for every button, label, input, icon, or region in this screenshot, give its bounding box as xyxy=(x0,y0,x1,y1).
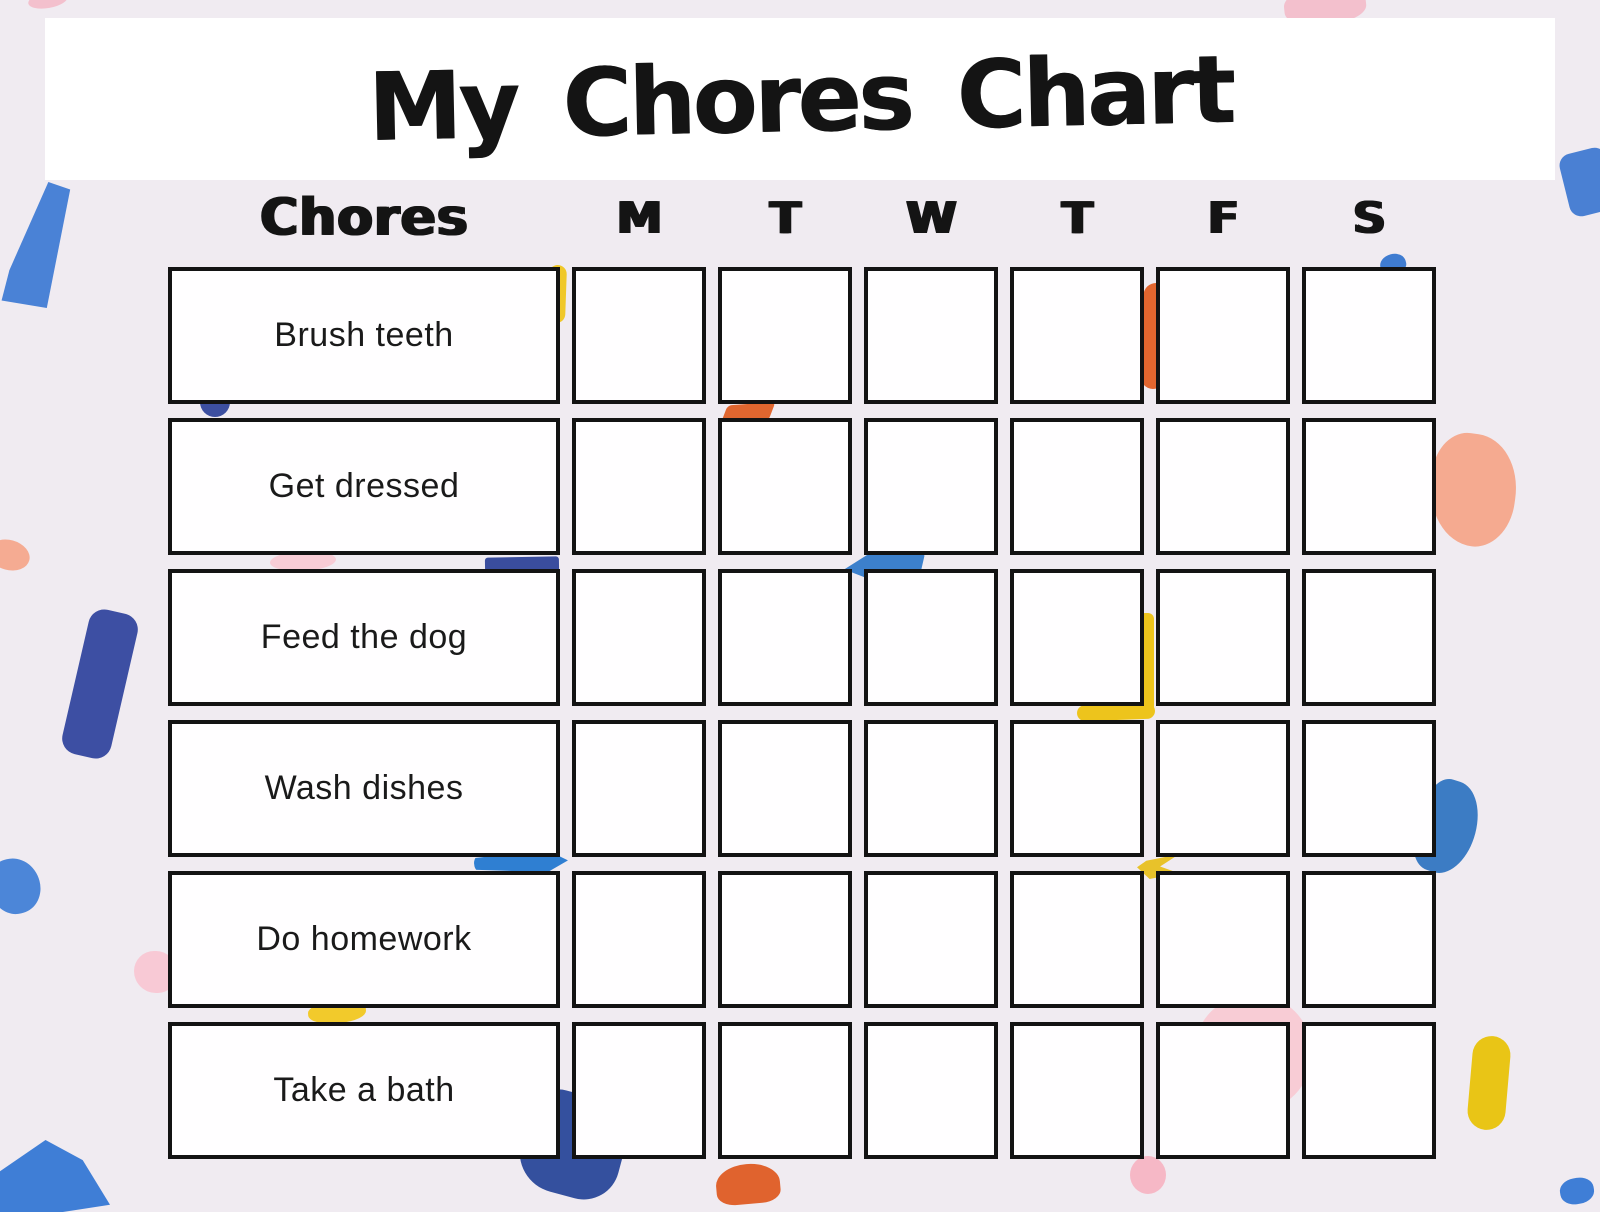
chore-day-checkbox-cell[interactable] xyxy=(718,871,852,1008)
peach-blob-right xyxy=(1422,428,1524,552)
chore-day-checkbox-cell[interactable] xyxy=(1156,569,1290,706)
chore-day-checkbox-cell[interactable] xyxy=(1156,720,1290,857)
chore-day-checkbox-cell[interactable] xyxy=(1010,720,1144,857)
chore-day-checkbox-cell[interactable] xyxy=(718,569,852,706)
blue-triangle-bottom-left xyxy=(0,1140,110,1212)
chore-label-cell: Do homework xyxy=(168,871,560,1008)
title-banner: My Chores Chart xyxy=(45,18,1555,180)
chore-day-checkbox-cell[interactable] xyxy=(1010,418,1144,555)
chore-day-checkbox-cell[interactable] xyxy=(864,267,998,404)
chores-column-header: Chores xyxy=(259,188,469,248)
chore-day-checkbox-cell[interactable] xyxy=(1156,871,1290,1008)
chore-day-checkbox-cell[interactable] xyxy=(1156,267,1290,404)
chore-day-checkbox-cell[interactable] xyxy=(864,418,998,555)
chore-day-checkbox-cell[interactable] xyxy=(1010,1022,1144,1159)
chore-day-checkbox-cell[interactable] xyxy=(1156,1022,1290,1159)
chore-day-checkbox-cell[interactable] xyxy=(1302,1022,1436,1159)
pink-dot-top-left xyxy=(26,0,70,12)
yellow-pill-bottom-right xyxy=(1465,1034,1513,1132)
blue-sliver-bottom-right xyxy=(1558,1175,1596,1207)
chore-day-checkbox-cell[interactable] xyxy=(572,1022,706,1159)
chore-day-checkbox-cell[interactable] xyxy=(1010,871,1144,1008)
peach-corner-left xyxy=(0,535,34,575)
navy-stick-left xyxy=(58,606,142,762)
pink-dot-bottom xyxy=(1130,1156,1166,1194)
chore-label-cell: Feed the dog xyxy=(168,569,560,706)
navy-dome-row1 xyxy=(200,402,230,417)
chore-day-checkbox-cell[interactable] xyxy=(864,1022,998,1159)
chore-day-checkbox-cell[interactable] xyxy=(572,569,706,706)
chore-day-checkbox-cell[interactable] xyxy=(572,720,706,857)
day-header-6: S xyxy=(1352,192,1386,244)
day-header-4: T xyxy=(1061,192,1093,244)
chore-day-checkbox-cell[interactable] xyxy=(1302,871,1436,1008)
chore-day-checkbox-cell[interactable] xyxy=(718,267,852,404)
page-title: My Chores Chart xyxy=(366,35,1234,163)
chore-day-checkbox-cell[interactable] xyxy=(718,418,852,555)
chore-day-checkbox-cell[interactable] xyxy=(718,720,852,857)
chore-label-cell: Wash dishes xyxy=(168,720,560,857)
chore-day-checkbox-cell[interactable] xyxy=(1302,267,1436,404)
chore-day-checkbox-cell[interactable] xyxy=(864,569,998,706)
chore-day-checkbox-cell[interactable] xyxy=(718,1022,852,1159)
chore-day-checkbox-cell[interactable] xyxy=(572,418,706,555)
chore-day-checkbox-cell[interactable] xyxy=(1010,569,1144,706)
table-header-row: Chores M T W T F S xyxy=(168,186,1436,250)
blue-blob-left-mid xyxy=(0,852,47,920)
chore-day-checkbox-cell[interactable] xyxy=(1302,720,1436,857)
day-header-1: M xyxy=(616,192,662,244)
chore-day-checkbox-cell[interactable] xyxy=(1156,418,1290,555)
day-header-5: F xyxy=(1207,192,1239,244)
chore-day-checkbox-cell[interactable] xyxy=(1302,418,1436,555)
chore-label-cell: Get dressed xyxy=(168,418,560,555)
chore-day-checkbox-cell[interactable] xyxy=(572,871,706,1008)
blue-square-right-top xyxy=(1556,145,1600,219)
chore-label-cell: Take a bath xyxy=(168,1022,560,1159)
chore-day-checkbox-cell[interactable] xyxy=(864,720,998,857)
blue-trapezoid-left xyxy=(1,182,71,308)
day-header-3: W xyxy=(905,192,957,244)
chore-day-checkbox-cell[interactable] xyxy=(1010,267,1144,404)
day-header-2: T xyxy=(769,192,801,244)
chores-table: Brush teeth Get dressed Feed the dog Wash d… xyxy=(168,267,1436,1159)
chore-day-checkbox-cell[interactable] xyxy=(864,871,998,1008)
chore-day-checkbox-cell[interactable] xyxy=(572,267,706,404)
chore-label-cell: Brush teeth xyxy=(168,267,560,404)
chore-day-checkbox-cell[interactable] xyxy=(1302,569,1436,706)
